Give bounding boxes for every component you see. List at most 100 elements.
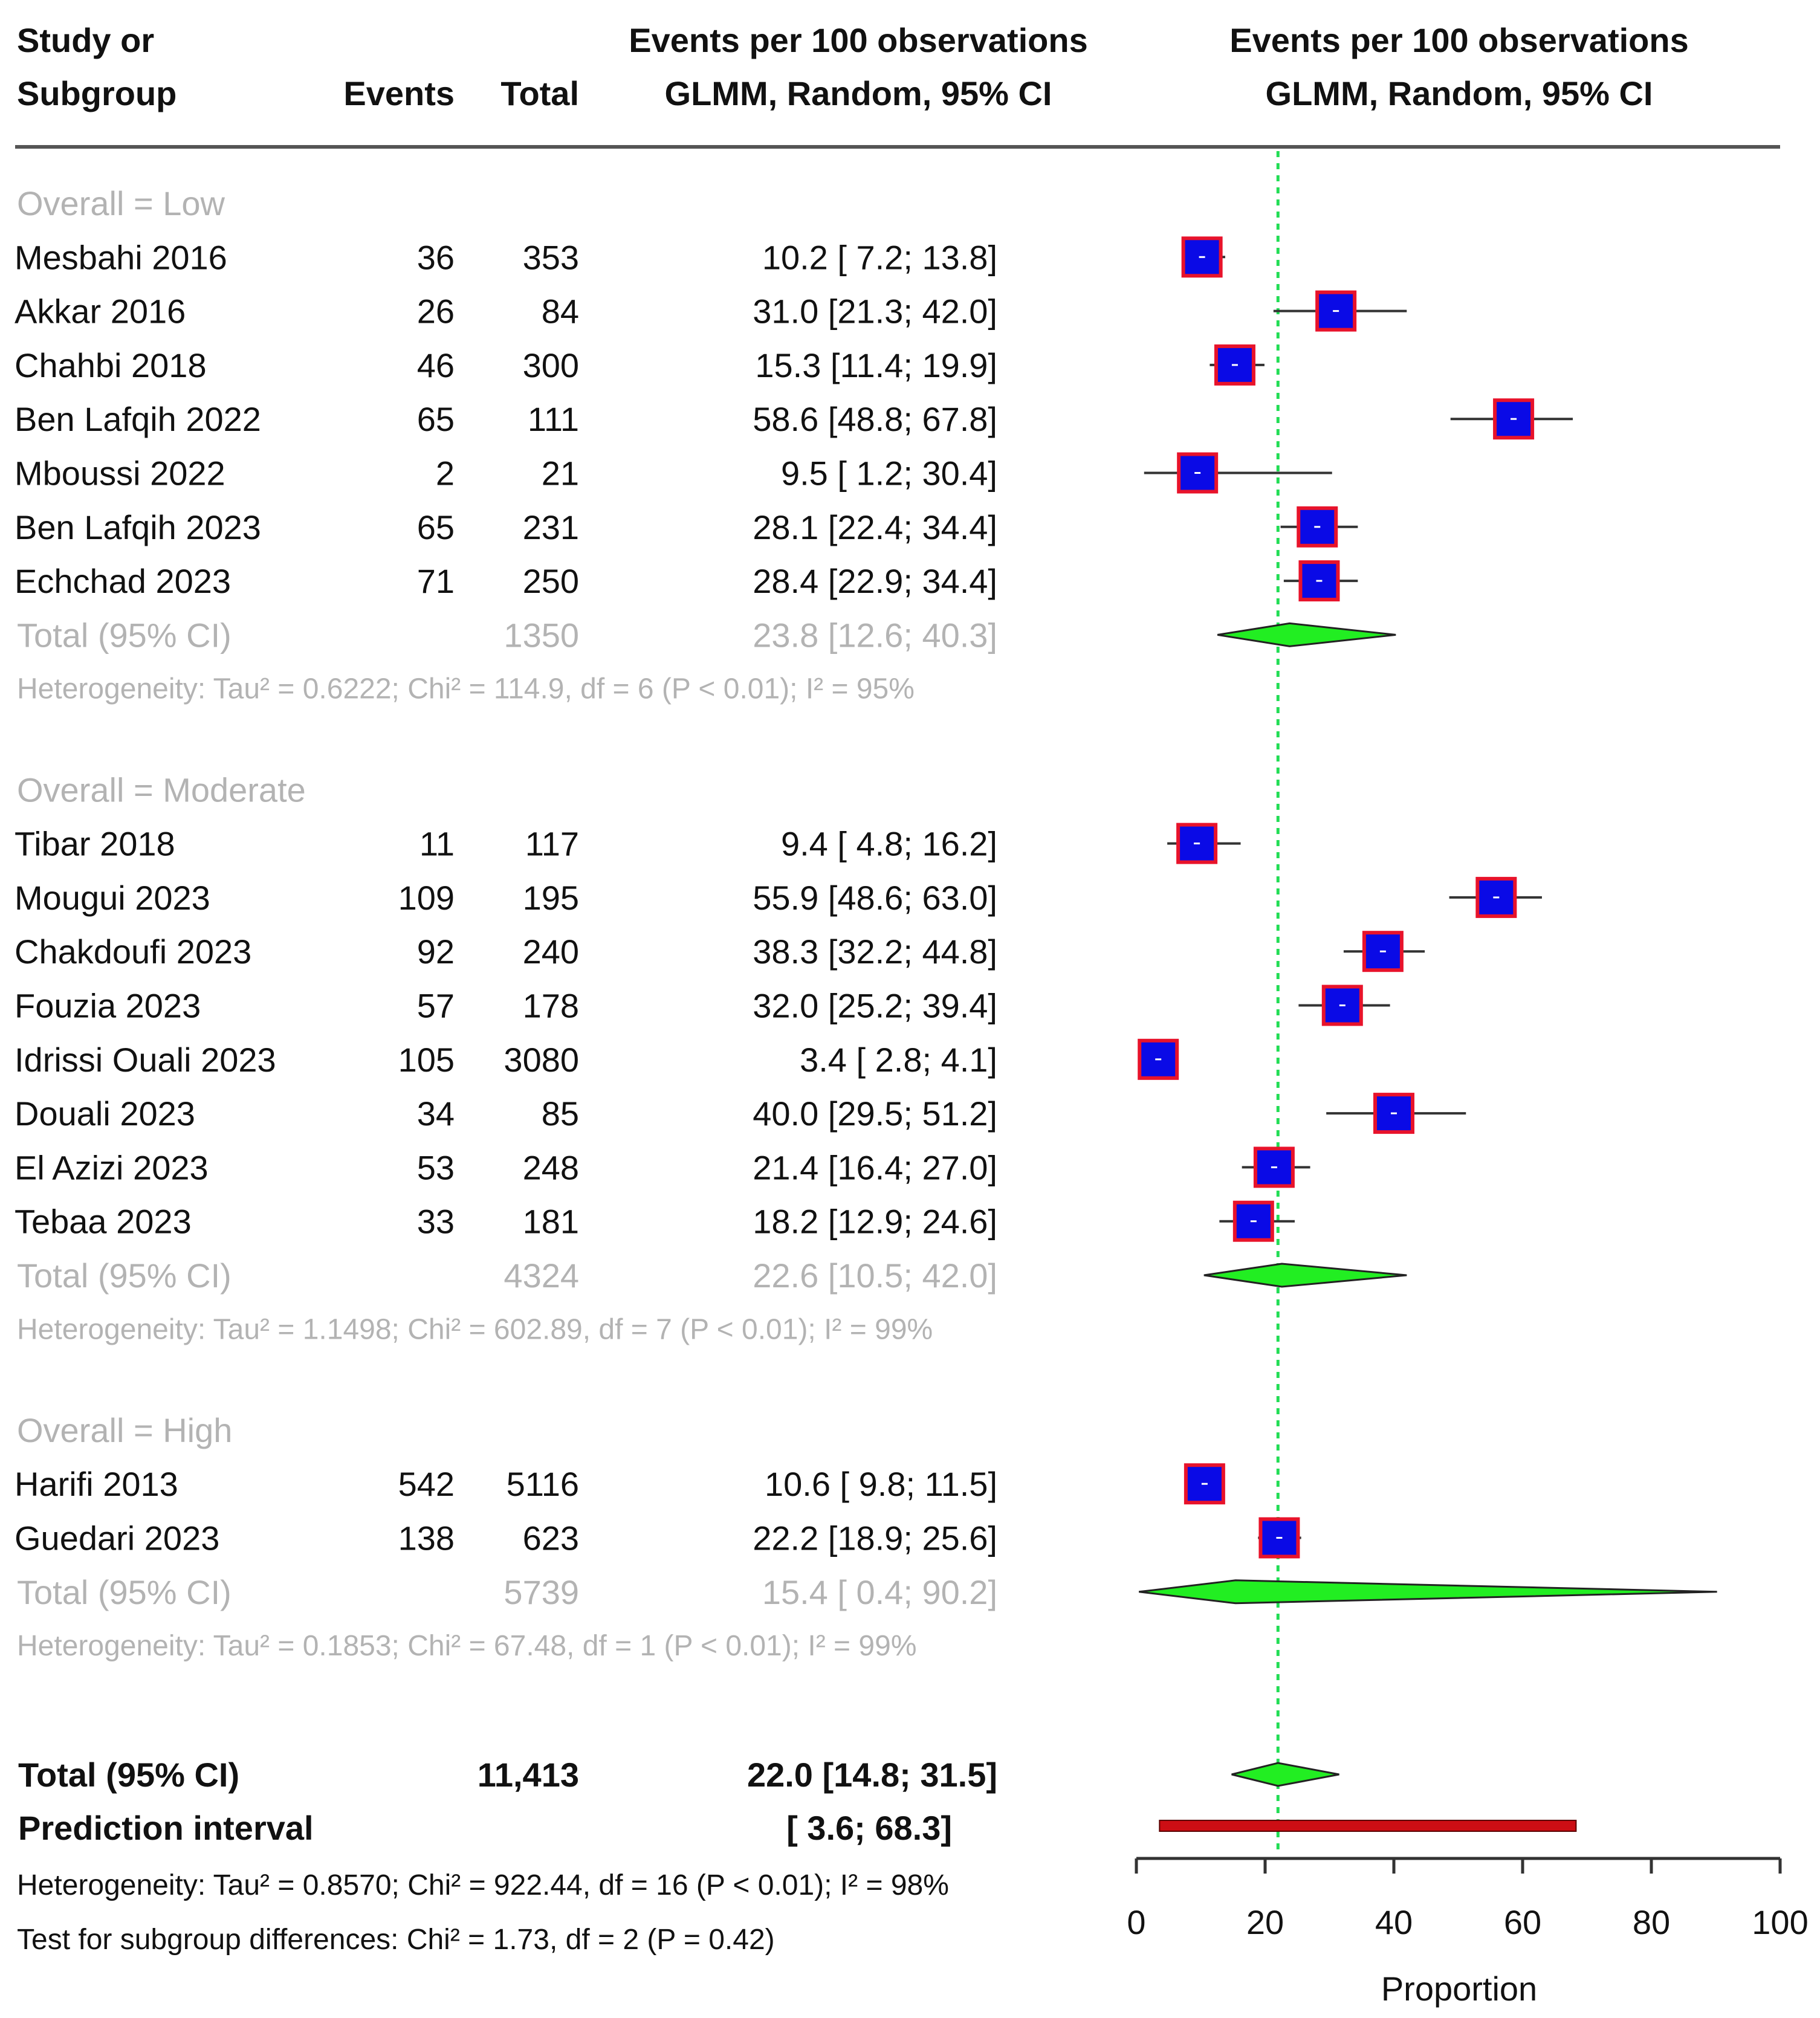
study-events: 109: [398, 879, 455, 917]
study-events: 53: [417, 1148, 455, 1186]
subgroup-total-n: 4324: [504, 1256, 579, 1295]
study-name: Ben Lafqih 2023: [15, 508, 261, 546]
subgroup-total-ci: 15.4 [ 0.4; 90.2]: [762, 1573, 997, 1611]
x-axis-label: Proportion: [1381, 1970, 1537, 2008]
study-ci: 21.4 [16.4; 27.0]: [753, 1148, 997, 1186]
subgroup-total-label: Total (95% CI): [17, 1256, 232, 1295]
study-ci: 38.3 [32.2; 44.8]: [753, 933, 997, 971]
study-square: [1373, 1093, 1414, 1134]
study-ci: 31.0 [21.3; 42.0]: [753, 293, 997, 331]
header-plot-line1: Events per 100 observations: [1229, 21, 1688, 59]
subgroup-label: Overall = High: [17, 1411, 232, 1449]
subgroup-heterogeneity: Heterogeneity: Tau² = 1.1498; Chi² = 602…: [17, 1313, 933, 1345]
study-name: Akkar 2016: [15, 293, 186, 331]
study-name: Tebaa 2023: [15, 1203, 192, 1241]
study-name: Fouzia 2023: [15, 987, 201, 1025]
study-total: 195: [523, 879, 579, 917]
overall-total-ci: 22.0 [14.8; 31.5]: [747, 1756, 997, 1794]
study-name: Mesbahi 2016: [15, 238, 227, 276]
study-events: 2: [436, 454, 455, 493]
study-name: Chahbi 2018: [15, 346, 207, 384]
header-ci-line1: Events per 100 observations: [629, 21, 1087, 59]
subgroup-heterogeneity: Heterogeneity: Tau² = 0.1853; Chi² = 67.…: [17, 1630, 917, 1662]
study-name: Chakdoufi 2023: [15, 933, 251, 971]
study-events: 542: [398, 1465, 455, 1503]
subgroup-total-label: Total (95% CI): [17, 1573, 232, 1611]
study-name: Guedari 2023: [15, 1519, 219, 1557]
study-name: Mboussi 2022: [15, 454, 225, 493]
study-name: El Azizi 2023: [15, 1148, 209, 1186]
study-events: 36: [417, 238, 455, 276]
overall-total-label: Total (95% CI): [18, 1756, 239, 1794]
study-ci: 58.6 [48.8; 67.8]: [753, 400, 997, 438]
study-square: [1321, 985, 1363, 1026]
header-study-line2: Subgroup: [17, 74, 176, 112]
study-events: 65: [417, 508, 455, 546]
prediction-ci: [ 3.6; 68.3]: [786, 1809, 952, 1847]
study-events: 46: [417, 346, 455, 384]
study-name: Mougui 2023: [15, 879, 210, 917]
study-ci: 28.4 [22.9; 34.4]: [753, 562, 997, 600]
x-tick-label: 20: [1246, 1903, 1284, 1941]
study-events: 26: [417, 293, 455, 331]
study-total: 85: [542, 1095, 579, 1133]
study-total: 111: [528, 400, 579, 438]
study-square: [1214, 344, 1255, 386]
study-total: 3080: [504, 1041, 579, 1079]
header-plot-line2: GLMM, Random, 95% CI: [1266, 74, 1653, 112]
study-total: 240: [523, 933, 579, 971]
study-ci: 3.4 [ 2.8; 4.1]: [800, 1041, 997, 1079]
x-tick-label: 80: [1633, 1903, 1670, 1941]
study-events: 105: [398, 1041, 455, 1079]
x-tick-label: 40: [1375, 1903, 1413, 1941]
subgroup-diamond: [1203, 1263, 1407, 1288]
forest-dynamic-layer: Overall = Low Mesbahi 2016 36 353 10.2 [ 7.2…: [15, 151, 1809, 1941]
study-square: [1315, 290, 1357, 332]
study-total: 248: [523, 1148, 579, 1186]
overall-heterogeneity: Heterogeneity: Tau² = 0.8570; Chi² = 922…: [17, 1869, 949, 1901]
study-total: 178: [523, 987, 579, 1025]
study-ci: 9.5 [ 1.2; 30.4]: [781, 454, 997, 493]
subgroup-label: Overall = Moderate: [17, 771, 306, 809]
study-events: 33: [417, 1203, 455, 1241]
study-total: 5116: [507, 1465, 579, 1503]
study-name: Idrissi Ouali 2023: [15, 1041, 276, 1079]
study-total: 250: [523, 562, 579, 600]
study-total: 353: [523, 238, 579, 276]
subgroup-total-n: 5739: [504, 1573, 579, 1611]
study-ci: 40.0 [29.5; 51.2]: [753, 1095, 997, 1133]
overall-total-n: 11,413: [478, 1756, 579, 1794]
study-square: [1138, 1038, 1179, 1080]
study-ci: 55.9 [48.6; 63.0]: [753, 879, 997, 917]
overall-diamond: [1231, 1762, 1339, 1787]
subgroup-total-label: Total (95% CI): [17, 616, 232, 654]
x-tick-label: 100: [1752, 1903, 1808, 1941]
study-square: [1298, 560, 1340, 602]
study-events: 65: [417, 400, 455, 438]
header-ci-line2: GLMM, Random, 95% CI: [665, 74, 1052, 112]
study-events: 34: [417, 1095, 455, 1133]
study-ci: 10.2 [ 7.2; 13.8]: [762, 238, 997, 276]
study-total: 117: [525, 825, 579, 863]
prediction-interval-bar: [1159, 1820, 1577, 1832]
study-square: [1177, 452, 1219, 494]
header-total: Total: [500, 74, 579, 112]
study-name: Harifi 2013: [15, 1465, 178, 1503]
study-events: 11: [419, 825, 455, 863]
study-square: [1176, 823, 1218, 864]
subgroup-heterogeneity: Heterogeneity: Tau² = 0.6222; Chi² = 114…: [17, 673, 915, 705]
study-total: 21: [542, 454, 579, 493]
subgroup-diamond: [1217, 622, 1396, 647]
study-square: [1475, 876, 1517, 918]
study-total: 84: [542, 293, 579, 331]
study-total: 300: [523, 346, 579, 384]
study-name: Ben Lafqih 2022: [15, 400, 261, 438]
x-tick-label: 0: [1127, 1903, 1145, 1941]
subgroup-total-n: 1350: [504, 616, 579, 654]
study-events: 57: [417, 987, 455, 1025]
study-name: Douali 2023: [15, 1095, 195, 1133]
prediction-label: Prediction interval: [18, 1809, 314, 1847]
study-name: Tibar 2018: [15, 825, 175, 863]
study-ci: 22.2 [18.9; 25.6]: [753, 1519, 997, 1557]
study-ci: 9.4 [ 4.8; 16.2]: [781, 825, 997, 863]
